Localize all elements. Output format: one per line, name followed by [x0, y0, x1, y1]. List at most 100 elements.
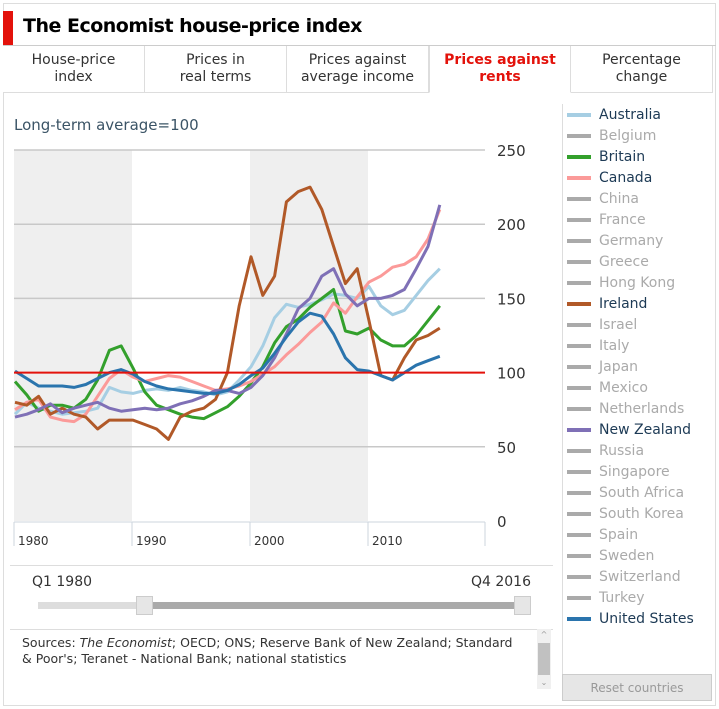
legend-item-switzerland[interactable]: Switzerland — [567, 566, 681, 587]
shaded-decade-1980 — [14, 150, 132, 521]
legend-item-sweden[interactable]: Sweden — [567, 545, 654, 566]
slider-end-label: Q4 2016 — [470, 574, 531, 590]
legend-label: France — [599, 211, 646, 228]
legend-label: Britain — [599, 148, 646, 165]
x-tick-label-2000: 2000 — [254, 534, 285, 548]
legend-label: South Korea — [599, 505, 684, 522]
slider-start-label: Q1 1980 — [32, 574, 93, 590]
scroll-up-arrow-icon[interactable]: ^ — [540, 630, 548, 639]
legend-swatch — [567, 301, 591, 306]
scroll-thumb[interactable] — [538, 643, 550, 675]
y-tick-label-100: 100 — [497, 365, 526, 383]
legend-swatch — [567, 133, 591, 138]
legend-label: Canada — [599, 169, 653, 186]
series-line-united-states — [14, 311, 441, 395]
y-tick-label-150: 150 — [497, 290, 526, 308]
legend-item-china[interactable]: China — [567, 188, 639, 209]
legend-swatch — [567, 322, 591, 327]
legend-label: Germany — [599, 232, 664, 249]
sources-text: Sources: The Economist; OECD; ONS; Reser… — [22, 635, 522, 667]
legend-label: United States — [599, 610, 694, 627]
legend-item-ireland[interactable]: Ireland — [567, 293, 647, 314]
legend-swatch — [567, 385, 591, 390]
legend-item-israel[interactable]: Israel — [567, 314, 637, 335]
legend-label: Australia — [599, 106, 661, 123]
legend-item-united-states[interactable]: United States — [567, 608, 694, 629]
y-tick-label-0: 0 — [497, 513, 507, 531]
legend-label: Greece — [599, 253, 649, 270]
legend-item-belgium[interactable]: Belgium — [567, 125, 656, 146]
sources-scrollbar[interactable]: ^ ⌄ — [537, 629, 551, 689]
sources-italic: The Economist — [79, 635, 172, 650]
legend-label: South Africa — [599, 484, 685, 501]
slider-track-selected[interactable] — [145, 602, 520, 609]
legend-item-new-zealand[interactable]: New Zealand — [567, 419, 691, 440]
legend-swatch — [567, 196, 591, 201]
slider-start-handle[interactable] — [136, 596, 153, 615]
legend-swatch — [567, 511, 591, 516]
legend-item-italy[interactable]: Italy — [567, 335, 629, 356]
legend-label: Mexico — [599, 379, 648, 396]
legend-label: Turkey — [599, 589, 645, 606]
x-tick-label-1990: 1990 — [136, 534, 167, 548]
reset-countries-button[interactable]: Reset countries — [562, 674, 712, 701]
y-tick-label-200: 200 — [497, 216, 526, 234]
legend-swatch — [567, 280, 591, 285]
x-tick-label-1980: 1980 — [18, 534, 49, 548]
legend-swatch — [567, 616, 591, 621]
chart-series — [13, 185, 485, 441]
scroll-down-arrow-icon[interactable]: ⌄ — [540, 678, 548, 687]
chart-subtitle: Long-term average=100 — [14, 116, 199, 134]
legend-item-mexico[interactable]: Mexico — [567, 377, 648, 398]
legend-label: Hong Kong — [599, 274, 676, 291]
legend-swatch — [567, 469, 591, 474]
legend-item-netherlands[interactable]: Netherlands — [567, 398, 684, 419]
legend-item-australia[interactable]: Australia — [567, 104, 661, 125]
legend-label: Netherlands — [599, 400, 685, 417]
sources-rest: ; OECD; ONS; Reserve Bank of New Zealand… — [22, 635, 513, 666]
legend-item-france[interactable]: France — [567, 209, 646, 230]
y-tick-label-50: 50 — [497, 439, 516, 457]
x-tick-label-2010: 2010 — [372, 534, 403, 548]
country-legend: Australia Belgium Britain Canada China France… — [562, 104, 713, 674]
legend-item-germany[interactable]: Germany — [567, 230, 663, 251]
legend-item-canada[interactable]: Canada — [567, 167, 652, 188]
legend-item-south-korea[interactable]: South Korea — [567, 503, 684, 524]
tab-house-price-index[interactable]: House-price index — [3, 46, 145, 93]
legend-label: New Zealand — [599, 421, 691, 438]
tab-percentage-change[interactable]: Percentage change — [571, 46, 713, 93]
legend-swatch — [567, 154, 591, 159]
legend-item-britain[interactable]: Britain — [567, 146, 645, 167]
legend-label: Italy — [599, 337, 630, 354]
legend-item-singapore[interactable]: Singapore — [567, 461, 670, 482]
legend-item-turkey[interactable]: Turkey — [567, 587, 645, 608]
legend-swatch — [567, 595, 591, 600]
legend-label: Ireland — [599, 295, 648, 312]
legend-label: Spain — [599, 526, 639, 543]
legend-item-russia[interactable]: Russia — [567, 440, 644, 461]
title-accent-bar — [3, 11, 13, 45]
tab-prices-against-average-income[interactable]: Prices against average income — [287, 46, 429, 93]
legend-item-hong-kong[interactable]: Hong Kong — [567, 272, 675, 293]
tab-prices-in-real-terms[interactable]: Prices in real terms — [145, 46, 287, 93]
sources-panel: Sources: The Economist; OECD; ONS; Reser… — [10, 629, 553, 689]
legend-item-south-africa[interactable]: South Africa — [567, 482, 684, 503]
line-chart: 1980 1990 2000 2010 0 50 100 150 200 250 — [13, 142, 526, 548]
legend-item-spain[interactable]: Spain — [567, 524, 638, 545]
legend-swatch — [567, 406, 591, 411]
legend-item-greece[interactable]: Greece — [567, 251, 649, 272]
legend-swatch — [567, 364, 591, 369]
y-tick-label-250: 250 — [497, 142, 526, 160]
legend-item-japan[interactable]: Japan — [567, 356, 638, 377]
widget-frame — [3, 3, 716, 706]
legend-swatch — [567, 574, 591, 579]
legend-swatch — [567, 490, 591, 495]
chart-axes: 1980 1990 2000 2010 0 50 100 150 200 250 — [13, 142, 526, 548]
legend-swatch — [567, 448, 591, 453]
tab-prices-against-rents[interactable]: Prices against rents — [429, 46, 571, 93]
legend-swatch — [567, 238, 591, 243]
legend-swatch — [567, 343, 591, 348]
page-title: The Economist house-price index — [23, 15, 362, 37]
slider-end-handle[interactable] — [514, 596, 531, 615]
slider-track-unselected[interactable] — [38, 602, 138, 609]
